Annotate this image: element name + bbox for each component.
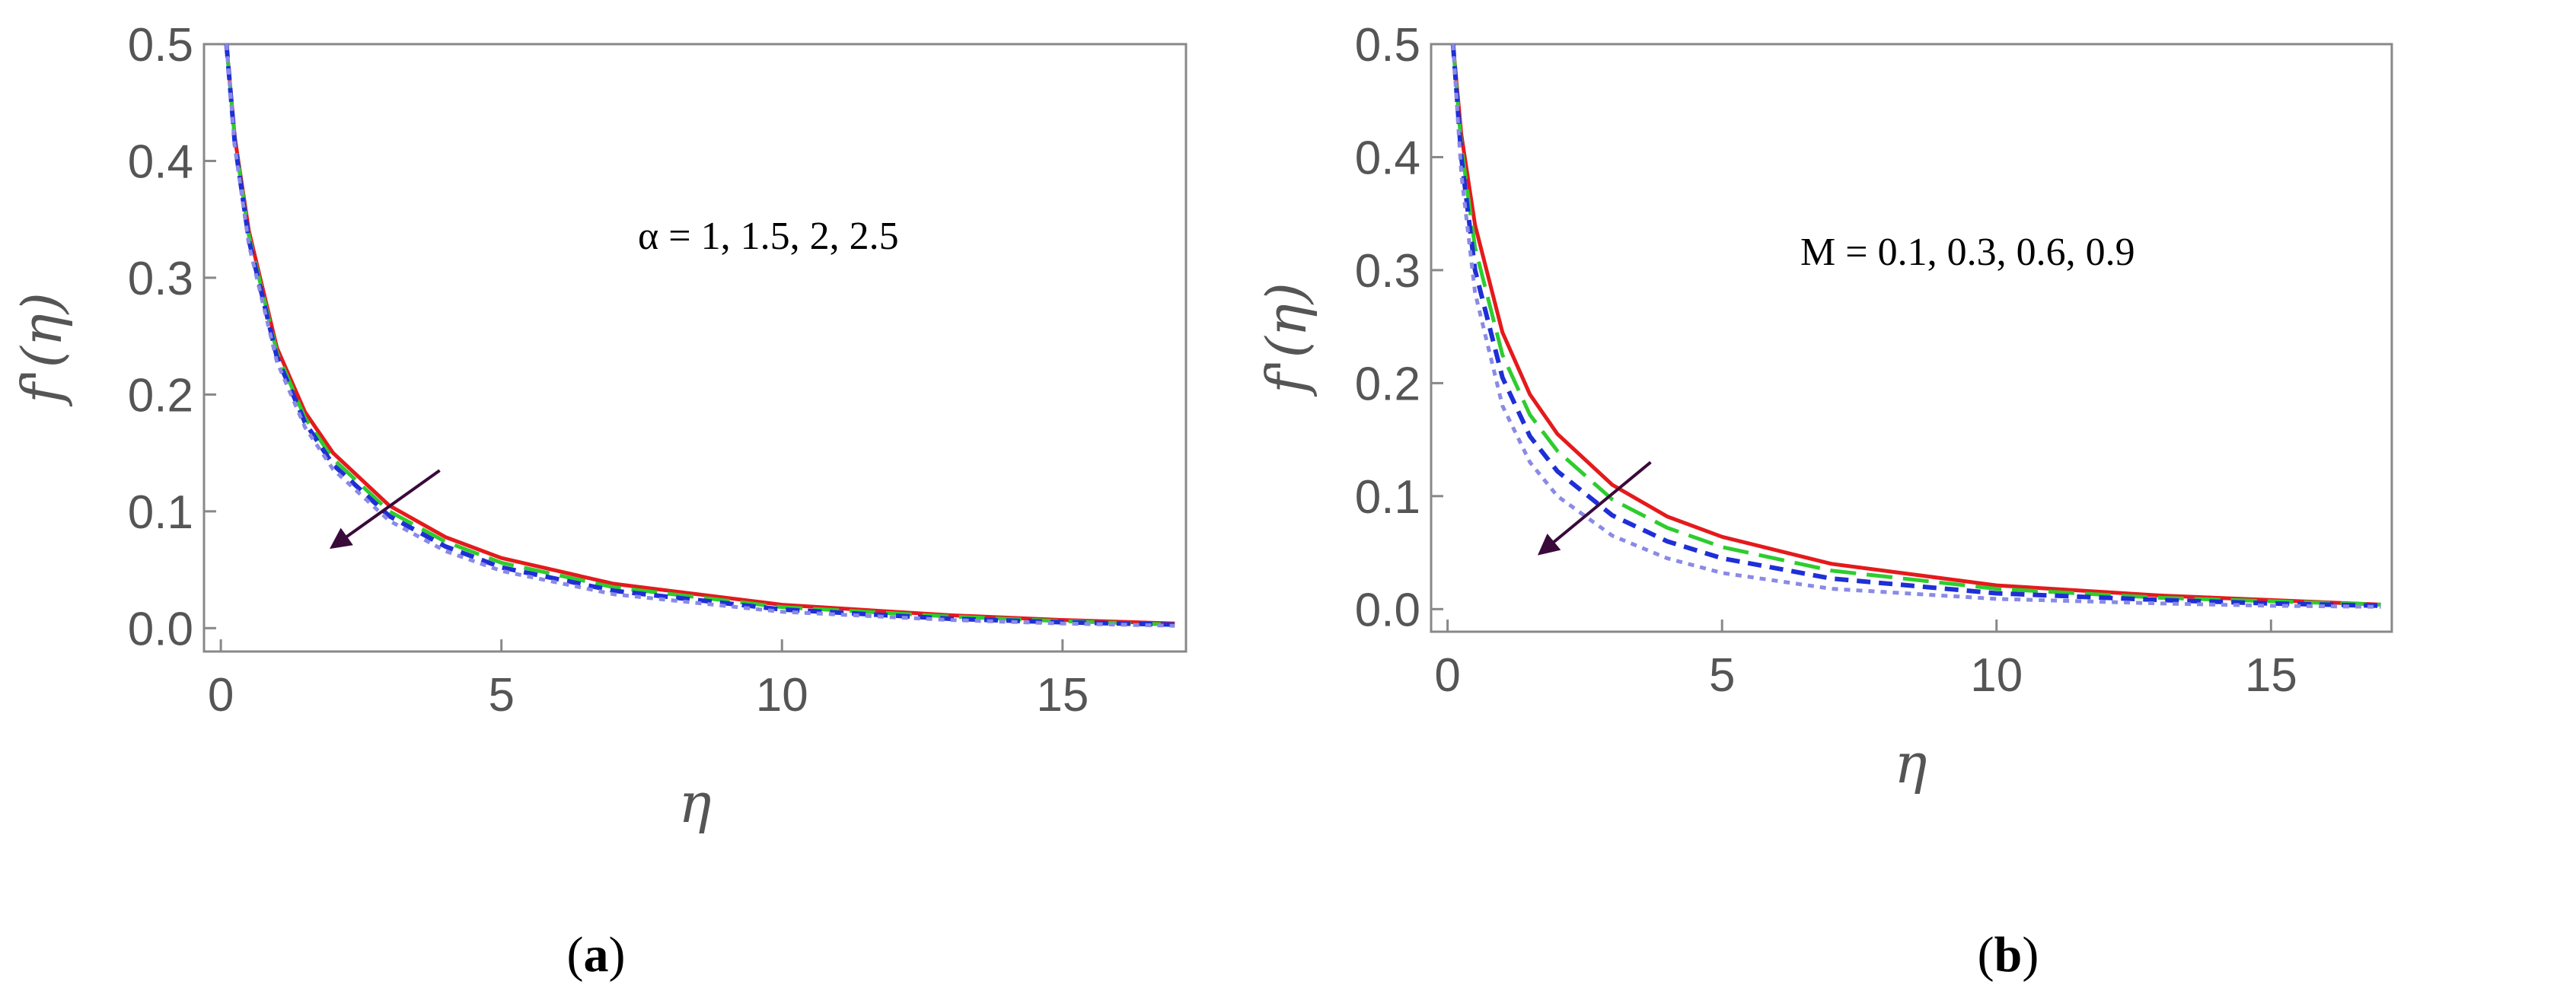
panel-a: 0 5 10 15 0.0 0.1 0.2 0.3 0.4 0.5 η f'(η) α = 1,…: [10, 19, 1188, 983]
y-tick-label: 0.2: [128, 369, 193, 422]
x-axis-label: η: [678, 771, 711, 835]
x-tick-label: 10: [1970, 649, 2023, 702]
curve-group: [1450, 43, 2381, 609]
y-tick-label: 0.4: [128, 135, 193, 188]
y-axis-label: f'(η): [1255, 282, 1318, 397]
series-line-long-dash: [225, 43, 1175, 627]
curve-group: [224, 43, 1175, 628]
series-line-dot: [1451, 43, 2381, 609]
parameter-annotation: M = 0.1, 0.3, 0.6, 0.9: [1800, 231, 2135, 274]
x-tick-label: 15: [2245, 649, 2297, 702]
panel-label: (a): [567, 927, 626, 983]
x-tick-label: 15: [1036, 669, 1089, 722]
x-tick-label: 0: [208, 669, 234, 722]
y-tick-label: 0.4: [1355, 132, 1420, 184]
panel-label: (b): [1978, 927, 2039, 983]
trend-arrow: [1537, 460, 1652, 556]
series-line-dot: [225, 43, 1175, 628]
x-tick-label: 0: [1434, 649, 1460, 702]
y-tick-label: 0.1: [128, 486, 193, 539]
y-tick-label: 0.0: [1355, 584, 1420, 636]
plot-frame: [202, 43, 1188, 653]
y-tick-label: 0.0: [128, 603, 193, 655]
y-tick-label: 0.2: [1355, 358, 1420, 410]
x-tick-label: 10: [756, 669, 808, 722]
y-axis-label: f'(η): [10, 292, 74, 407]
panel-b: 0 5 10 15 0.0 0.1 0.2 0.3 0.4 0.5 η f'(η) M = 0.…: [1255, 19, 2393, 983]
y-tick-labels: 0.0 0.1 0.2 0.3 0.4 0.5: [1355, 19, 1443, 636]
x-tick-labels: 0 5 10 15: [208, 639, 1089, 722]
series-line-dash: [224, 43, 1175, 627]
series-line-solid: [225, 43, 1175, 626]
x-tick-label: 5: [488, 669, 514, 722]
parameter-annotation: α = 1, 1.5, 2, 2.5: [638, 215, 899, 258]
y-tick-label: 0.1: [1355, 471, 1420, 524]
y-tick-label: 0.5: [1355, 19, 1420, 72]
trend-arrow: [329, 469, 441, 550]
series-line-solid: [1451, 43, 2381, 607]
series-line-long-dash: [1451, 43, 2381, 607]
plot-frame: [1430, 43, 2393, 633]
x-tick-labels: 0 5 10 15: [1434, 620, 2297, 702]
x-tick-label: 5: [1709, 649, 1735, 702]
y-tick-label: 0.3: [1355, 245, 1420, 298]
x-axis-label: η: [1894, 731, 1927, 795]
y-tick-label: 0.3: [128, 253, 193, 305]
y-tick-labels: 0.0 0.1 0.2 0.3 0.4 0.5: [128, 19, 216, 655]
y-tick-label: 0.5: [128, 19, 193, 72]
series-line-dash: [1450, 43, 2381, 608]
